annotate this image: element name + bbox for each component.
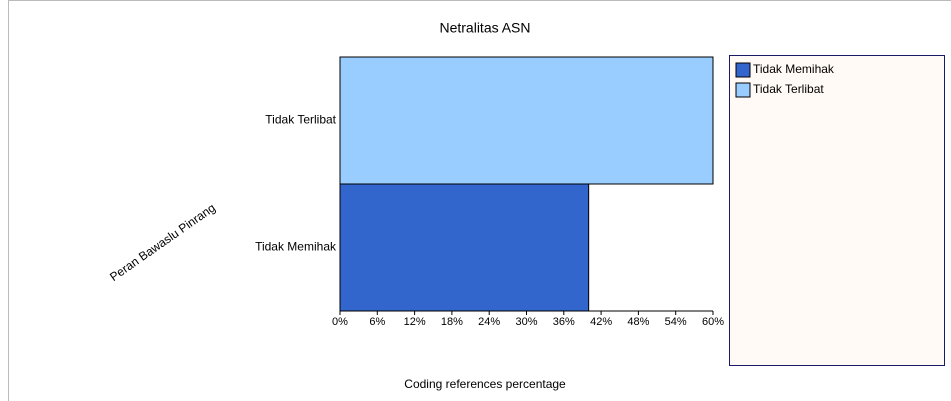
x-tick-label: 12% <box>404 316 426 328</box>
x-tick-label: 30% <box>515 316 537 328</box>
legend-box <box>729 55 945 366</box>
bar <box>339 183 590 312</box>
frame <box>8 0 951 401</box>
x-tick-label: 48% <box>627 316 649 328</box>
legend-swatch <box>735 62 751 78</box>
legend-label: Tidak Memihak <box>753 62 835 76</box>
x-tick-label: 0% <box>332 316 348 328</box>
y-tick-label: Tidak Terlibat <box>265 113 336 127</box>
x-tick-label: 6% <box>369 316 385 328</box>
x-tick-label: 42% <box>590 316 612 328</box>
x-tick-label: 60% <box>702 316 724 328</box>
x-axis-label: Coding references percentage <box>404 377 566 391</box>
x-tick-label: 18% <box>441 316 463 328</box>
y-tick-label: Tidak Memihak <box>255 240 337 254</box>
bar <box>339 56 714 185</box>
legend-swatch <box>735 82 751 98</box>
legend-label: Tidak Terlibat <box>753 82 824 96</box>
x-tick-label: 36% <box>553 316 575 328</box>
x-tick-label: 54% <box>665 316 687 328</box>
chart-title: Netralitas ASN <box>439 20 530 36</box>
y-axis-label: Peran Bawaslu Pinrang <box>107 201 218 284</box>
x-tick-label: 24% <box>478 316 500 328</box>
